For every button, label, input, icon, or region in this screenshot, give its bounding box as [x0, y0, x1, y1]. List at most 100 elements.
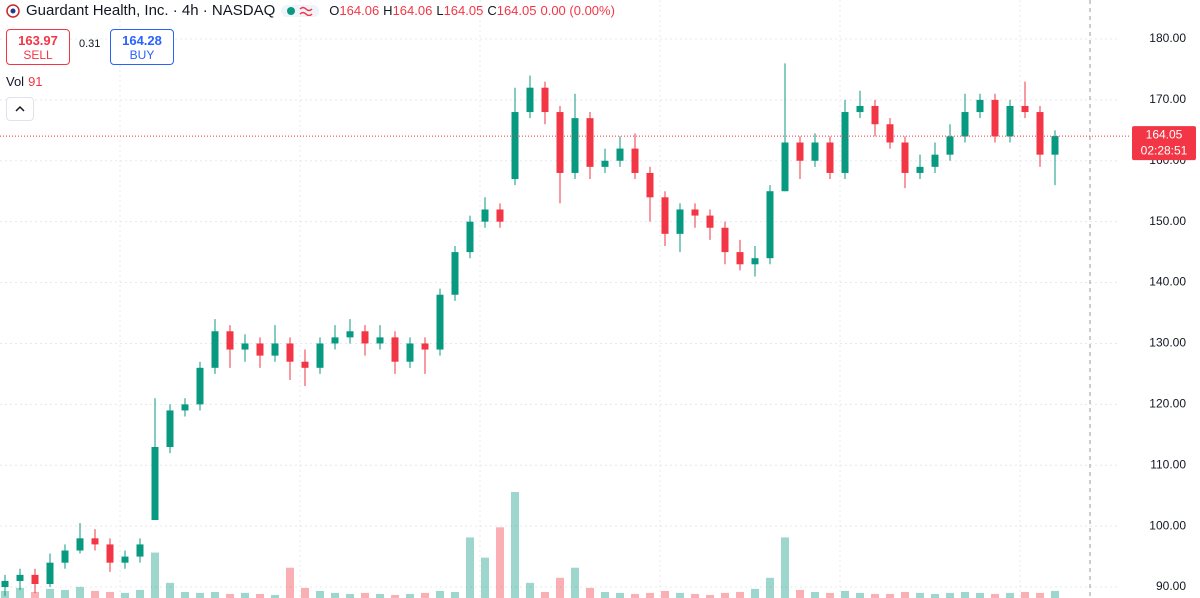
volume-bar: [736, 591, 744, 598]
volume-bar: [541, 591, 549, 598]
buy-price: 164.28: [122, 33, 162, 48]
volume-bar: [946, 592, 954, 598]
volume-bar: [346, 593, 354, 598]
volume-legend: Vol 91: [6, 74, 43, 89]
candle-body: [91, 538, 99, 545]
candle-body: [496, 209, 504, 222]
volume-bar: [961, 591, 969, 598]
volume-bar: [121, 592, 129, 598]
volume-bar: [91, 590, 99, 598]
candle-body: [31, 574, 39, 584]
volume-bar: [31, 591, 39, 598]
candle-body: [481, 209, 489, 222]
candle-body: [466, 221, 474, 253]
volume-bar: [646, 592, 654, 598]
candle-body: [886, 124, 894, 143]
volume-bar: [1036, 592, 1044, 598]
collapse-button[interactable]: [6, 97, 34, 121]
volume-bar: [61, 589, 69, 598]
volume-bar: [751, 588, 759, 598]
candle-body: [121, 556, 129, 563]
volume-bar: [181, 591, 189, 598]
buy-label: BUY: [129, 48, 155, 62]
volume-bar: [376, 593, 384, 598]
candle-body: [226, 331, 234, 350]
volume-bar: [391, 594, 399, 598]
candle-body: [391, 337, 399, 362]
volume-bar: [826, 592, 834, 598]
candle-body: [526, 87, 534, 113]
volume-bar: [301, 587, 309, 598]
candle-body: [931, 154, 939, 167]
volume-bar: [931, 593, 939, 598]
candle-body: [826, 142, 834, 173]
volume-bar: [106, 591, 114, 598]
candle-body: [691, 209, 699, 216]
last-price-box: [1132, 126, 1196, 161]
candle-body: [181, 404, 189, 411]
y-tick-label: 140.00: [1149, 275, 1186, 289]
candle-body: [106, 544, 114, 563]
volume-bar: [766, 577, 774, 598]
ohlc-value: 164.05: [443, 3, 484, 18]
y-tick-label: 150.00: [1149, 214, 1186, 228]
candle-body: [601, 160, 609, 167]
volume-bar: [691, 593, 699, 598]
candle-body: [916, 166, 924, 173]
status: [281, 4, 320, 17]
volume-bar: [916, 592, 924, 598]
volume-bar: [781, 537, 789, 598]
volume-bar: [1051, 590, 1059, 598]
volume-bar: [1021, 591, 1029, 598]
volume-bar: [631, 593, 639, 598]
volume-bar: [196, 592, 204, 598]
volume-bar: [796, 589, 804, 598]
candle-body: [451, 252, 459, 295]
candle-body: [241, 343, 249, 350]
volume-bar: [1006, 592, 1014, 598]
volume-bar: [721, 592, 729, 598]
volume-bar: [466, 537, 474, 598]
candle-body: [196, 367, 204, 405]
volume-bar: [481, 557, 489, 598]
candle-body: [511, 112, 519, 180]
volume-bar: [421, 592, 429, 598]
volume-bar: [676, 592, 684, 598]
candle-body: [61, 550, 69, 563]
dot: [287, 6, 296, 15]
volume-bar: [526, 582, 534, 598]
candle-body: [721, 227, 729, 253]
sell-button[interactable]: 163.97 SELL: [6, 29, 70, 65]
volume-bar: [166, 582, 174, 598]
candle-body: [346, 331, 354, 338]
volume-bar: [871, 593, 879, 598]
volume-bar: [511, 492, 519, 598]
buy-button[interactable]: 164.28 BUY: [110, 29, 174, 65]
candle-body: [991, 99, 999, 137]
ohlc-value: 164.06: [339, 3, 380, 18]
volume-bar: [451, 591, 459, 598]
volume-bar: [661, 590, 669, 598]
y-tick-label: 100.00: [1149, 518, 1186, 532]
y-tick-label: 90.00: [1156, 579, 1186, 593]
candle-body: [796, 142, 804, 161]
volume-value: 91: [28, 74, 43, 89]
candle-body: [76, 538, 84, 551]
candle-body: [616, 148, 624, 161]
ohlc-key: H: [383, 3, 393, 18]
candle-body: [286, 343, 294, 362]
candle-body: [541, 87, 549, 113]
last-price-label: 164.05: [1146, 127, 1183, 141]
candle-body: [166, 410, 174, 447]
volume-bar: [616, 592, 624, 598]
candle-body: [766, 191, 774, 259]
y-tick-label: 130.00: [1149, 336, 1186, 350]
volume-bar: [436, 590, 444, 598]
candle-body: [421, 343, 429, 350]
volume-bar: [706, 594, 714, 598]
volume-bar: [241, 592, 249, 598]
candle-body: [301, 361, 309, 368]
candle-body: [976, 99, 984, 113]
volume-bar: [76, 586, 84, 598]
volume-bar: [226, 593, 234, 598]
